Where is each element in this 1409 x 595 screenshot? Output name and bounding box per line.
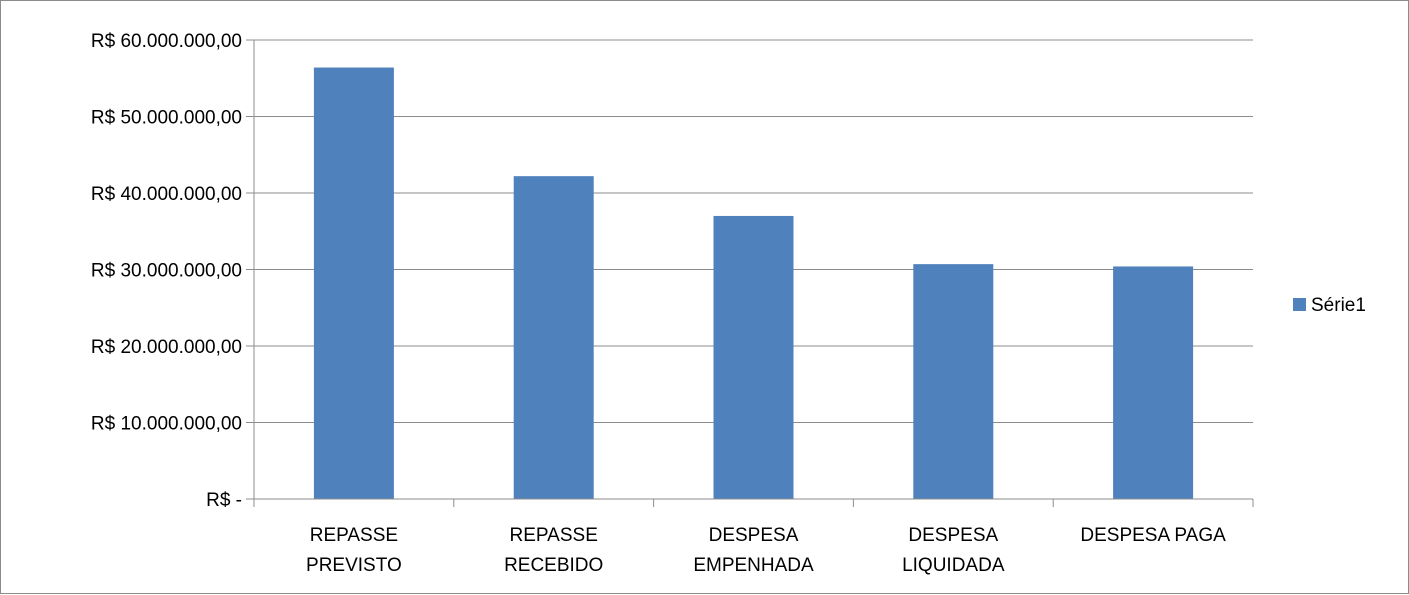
y-tick-label: R$ 30.000.000,00 bbox=[91, 261, 242, 282]
y-tick-label: R$ - bbox=[206, 490, 242, 511]
legend-label: Série1 bbox=[1311, 295, 1366, 316]
y-tick-label: R$ 20.000.000,00 bbox=[91, 337, 242, 358]
legend-swatch bbox=[1293, 298, 1306, 311]
x-category-label: DESPESA EMPENHADA bbox=[693, 525, 814, 576]
legend: Série1 bbox=[1293, 295, 1366, 316]
bar bbox=[713, 215, 794, 499]
x-category-label: REPASSE PREVISTO bbox=[306, 525, 402, 576]
x-category-label: DESPESA LIQUIDADA bbox=[902, 525, 1005, 576]
x-category-labels: REPASSE PREVISTO REPASSE RECEBIDO DESPESA EMP… bbox=[306, 525, 1226, 576]
y-tick-label: R$ 50.000.000,00 bbox=[91, 108, 242, 129]
y-tick-label: R$ 10.000.000,00 bbox=[91, 414, 242, 435]
y-tick-label: R$ 60.000.000,00 bbox=[91, 31, 242, 52]
y-tick-labels: R$ - R$ 10.000.000,00 R$ 20.000.000,00 R$ 3… bbox=[91, 31, 242, 511]
x-category-label: REPASSE RECEBIDO bbox=[504, 525, 603, 576]
bars bbox=[313, 67, 1194, 500]
bar bbox=[1113, 266, 1194, 499]
bar bbox=[513, 176, 594, 500]
axes bbox=[246, 39, 1254, 507]
x-category-label: DESPESA PAGA bbox=[1080, 525, 1226, 546]
bar bbox=[313, 67, 394, 499]
y-tick-label: R$ 40.000.000,00 bbox=[91, 184, 242, 205]
bar bbox=[913, 264, 994, 499]
